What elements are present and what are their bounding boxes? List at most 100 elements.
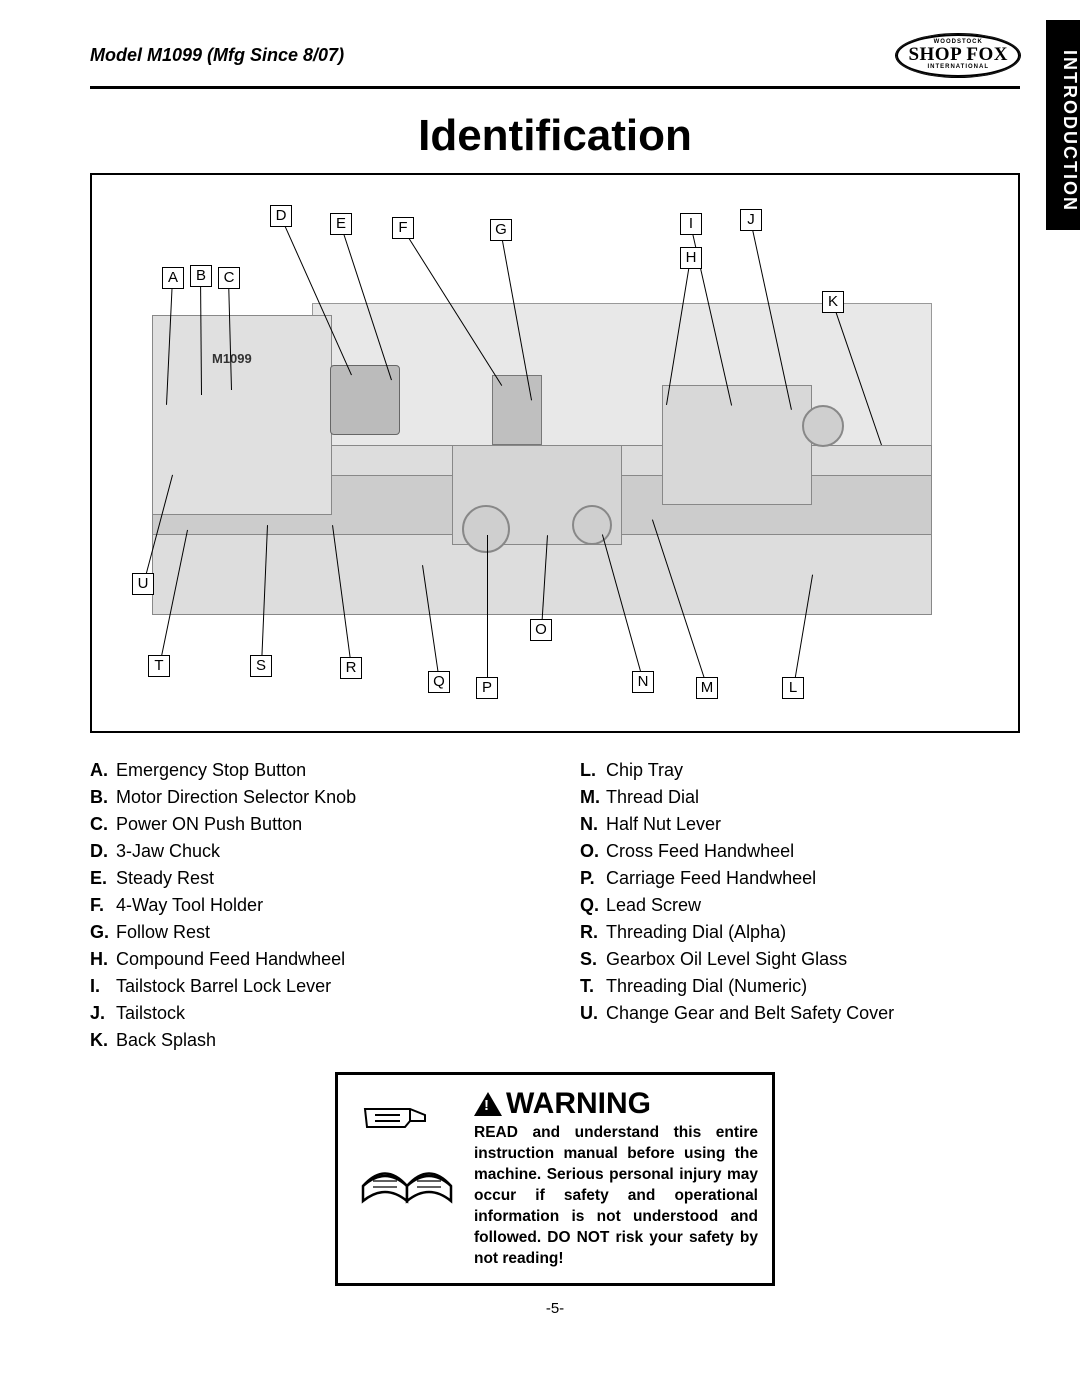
legend-key: N. [580, 811, 606, 838]
warning-content: WARNING READ and understand this entire … [474, 1087, 758, 1269]
legend-label: Power ON Push Button [116, 811, 302, 838]
lathe-model-text: M1099 [212, 351, 252, 366]
legend-row: D.3-Jaw Chuck [90, 838, 530, 865]
legend-key: J. [90, 1000, 116, 1027]
callout-j: J [740, 209, 762, 231]
legend-label: Threading Dial (Alpha) [606, 919, 786, 946]
callout-q: Q [428, 671, 450, 693]
warning-triangle-icon [474, 1092, 502, 1116]
callout-d: D [270, 205, 292, 227]
legend-label: Change Gear and Belt Safety Cover [606, 1000, 894, 1027]
legend-key: R. [580, 919, 606, 946]
read-manual-icon [355, 1091, 460, 1206]
callout-s: S [250, 655, 272, 677]
callout-i: I [680, 213, 702, 235]
model-line: Model M1099 (Mfg Since 8/07) [90, 45, 344, 66]
legend-key: A. [90, 757, 116, 784]
legend-row: K.Back Splash [90, 1027, 530, 1054]
callout-u: U [132, 573, 154, 595]
callout-n: N [632, 671, 654, 693]
legend-column-left: A.Emergency Stop ButtonB.Motor Direction… [90, 757, 530, 1054]
callout-g: G [490, 219, 512, 241]
brand-subtext-top: WOODSTOCK [908, 39, 1008, 45]
callout-c: C [218, 267, 240, 289]
brand-subtext-bottom: INTERNATIONAL [908, 64, 1008, 70]
page-header: Model M1099 (Mfg Since 8/07) WOODSTOCK S… [90, 30, 1020, 80]
legend-key: I. [90, 973, 116, 1000]
section-side-tab: INTRODUCTION [1046, 20, 1080, 230]
brand-name: SHOP FOX [908, 44, 1008, 65]
legend-label: Compound Feed Handwheel [116, 946, 345, 973]
legend-row: H.Compound Feed Handwheel [90, 946, 530, 973]
legend-key: D. [90, 838, 116, 865]
manual-page: INTRODUCTION Model M1099 (Mfg Since 8/07… [0, 0, 1080, 1397]
legend-label: Chip Tray [606, 757, 683, 784]
legend-label: 4-Way Tool Holder [116, 892, 263, 919]
legend-label: Thread Dial [606, 784, 699, 811]
legend-key: O. [580, 838, 606, 865]
legend-key: U. [580, 1000, 606, 1027]
legend-key: Q. [580, 892, 606, 919]
callout-k: K [822, 291, 844, 313]
warning-heading-text: WARNING [506, 1087, 651, 1121]
legend-key: F. [90, 892, 116, 919]
legend-label: 3-Jaw Chuck [116, 838, 220, 865]
legend-column-right: L.Chip TrayM.Thread DialN.Half Nut Lever… [580, 757, 1020, 1054]
lathe-tailwheel-shape [802, 405, 844, 447]
legend-row: E.Steady Rest [90, 865, 530, 892]
legend-row: G.Follow Rest [90, 919, 530, 946]
legend-label: Back Splash [116, 1027, 216, 1054]
legend-row: I.Tailstock Barrel Lock Lever [90, 973, 530, 1000]
legend-row: N.Half Nut Lever [580, 811, 1020, 838]
callout-t: T [148, 655, 170, 677]
legend-row: M.Thread Dial [580, 784, 1020, 811]
legend-label: Cross Feed Handwheel [606, 838, 794, 865]
legend-label: Gearbox Oil Level Sight Glass [606, 946, 847, 973]
legend-row: C.Power ON Push Button [90, 811, 530, 838]
legend-key: P. [580, 865, 606, 892]
lathe-toolpost-shape [492, 375, 542, 445]
legend-row: O.Cross Feed Handwheel [580, 838, 1020, 865]
legend-key: T. [580, 973, 606, 1000]
legend-label: Emergency Stop Button [116, 757, 306, 784]
callout-e: E [330, 213, 352, 235]
legend-label: Carriage Feed Handwheel [606, 865, 816, 892]
legend-row: B.Motor Direction Selector Knob [90, 784, 530, 811]
leader-line [487, 535, 488, 688]
legend-key: C. [90, 811, 116, 838]
identification-diagram: M1099 ABCDEFGHIJKUTSRQPONML [90, 173, 1020, 733]
legend-row: J.Tailstock [90, 1000, 530, 1027]
legend-label: Half Nut Lever [606, 811, 721, 838]
warning-box: WARNING READ and understand this entire … [335, 1072, 775, 1286]
legend-label: Tailstock [116, 1000, 185, 1027]
lathe-handwheel-shape [572, 505, 612, 545]
callout-f: F [392, 217, 414, 239]
legend-label: Follow Rest [116, 919, 210, 946]
lathe-handwheel-shape [462, 505, 510, 553]
legend-key: M. [580, 784, 606, 811]
callout-o: O [530, 619, 552, 641]
legend-label: Steady Rest [116, 865, 214, 892]
legend-row: U.Change Gear and Belt Safety Cover [580, 1000, 1020, 1027]
legend-key: B. [90, 784, 116, 811]
legend-label: Lead Screw [606, 892, 701, 919]
legend-row: S.Gearbox Oil Level Sight Glass [580, 946, 1020, 973]
page-number: -5- [90, 1300, 1020, 1317]
header-rule [90, 86, 1020, 89]
lathe-headstock-shape [152, 315, 332, 515]
callout-r: R [340, 657, 362, 679]
parts-legend: A.Emergency Stop ButtonB.Motor Direction… [90, 757, 1020, 1054]
legend-row: Q.Lead Screw [580, 892, 1020, 919]
legend-key: E. [90, 865, 116, 892]
callout-l: L [782, 677, 804, 699]
warning-illustration [352, 1087, 462, 1211]
legend-row: P.Carriage Feed Handwheel [580, 865, 1020, 892]
legend-row: A.Emergency Stop Button [90, 757, 530, 784]
callout-p: P [476, 677, 498, 699]
warning-heading: WARNING [474, 1087, 758, 1121]
legend-label: Motor Direction Selector Knob [116, 784, 356, 811]
legend-row: F.4-Way Tool Holder [90, 892, 530, 919]
callout-m: M [696, 677, 718, 699]
callout-h: H [680, 247, 702, 269]
callout-b: B [190, 265, 212, 287]
